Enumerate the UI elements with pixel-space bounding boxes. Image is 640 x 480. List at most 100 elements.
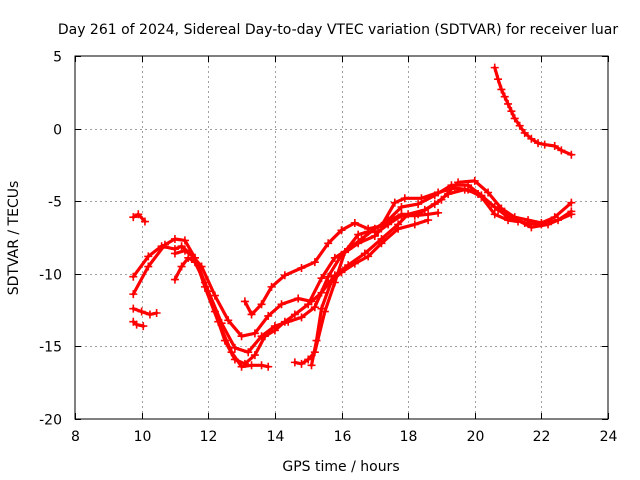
data-point — [140, 217, 149, 226]
data-point — [470, 176, 479, 185]
data-point — [257, 361, 266, 370]
data-point — [294, 294, 303, 303]
data-point — [264, 311, 273, 320]
data-point — [357, 234, 366, 243]
data-point — [312, 336, 321, 345]
data-point — [527, 223, 536, 232]
data-point — [290, 310, 299, 319]
data-point — [280, 271, 289, 280]
x-tick-label: 14 — [267, 429, 285, 445]
data-point — [544, 220, 553, 229]
data-point — [160, 240, 169, 249]
data-point — [129, 272, 138, 281]
data-point — [540, 140, 549, 149]
plot-frame — [74, 55, 609, 420]
data-point — [280, 317, 289, 326]
x-tick-label: 8 — [71, 429, 80, 445]
x-tick-label: 24 — [600, 429, 618, 445]
data-point — [430, 200, 439, 209]
axis-ticks — [75, 56, 609, 420]
series-arc-h — [243, 186, 520, 317]
data-point — [264, 362, 273, 371]
data-point — [477, 192, 486, 201]
x-tick-label: 16 — [334, 429, 352, 445]
data-point — [132, 320, 141, 329]
data-point — [170, 234, 179, 243]
data-point — [337, 226, 346, 235]
data-point — [494, 75, 503, 84]
data-point — [152, 309, 161, 318]
data-point — [267, 282, 276, 291]
data-point — [247, 310, 256, 319]
data-point — [514, 217, 523, 226]
data-point — [177, 242, 186, 251]
data-point — [450, 184, 459, 193]
data-point — [190, 258, 199, 267]
data-point — [250, 351, 259, 360]
x-axis-label: GPS time / hours — [282, 459, 399, 475]
data-point — [350, 259, 359, 268]
data-point — [180, 236, 189, 245]
data-point — [330, 253, 339, 262]
data-point — [434, 188, 443, 197]
data-point — [129, 290, 138, 299]
data-point — [180, 246, 189, 255]
data-point — [354, 230, 363, 239]
data-point — [490, 210, 499, 219]
data-point — [350, 218, 359, 227]
data-point — [297, 359, 306, 368]
data-point — [244, 348, 253, 357]
data-point — [520, 128, 529, 137]
data-point — [240, 297, 249, 306]
data-point — [317, 274, 326, 283]
data-point — [290, 358, 299, 367]
data-point — [327, 277, 336, 286]
data-point — [324, 272, 333, 281]
data-point — [384, 220, 393, 229]
y-axis-label: SDTVAR / TECUs — [6, 181, 22, 296]
data-point — [390, 198, 399, 207]
data-point — [129, 213, 138, 222]
data-point — [497, 85, 506, 94]
data-point — [304, 355, 313, 364]
data-point — [220, 336, 229, 345]
data-point — [370, 232, 379, 241]
data-point — [557, 146, 566, 155]
data-point — [504, 99, 513, 108]
data-point — [297, 263, 306, 272]
data-point — [177, 262, 186, 271]
data-point — [224, 316, 233, 325]
data-point — [270, 326, 279, 335]
y-tick-label: 0 — [53, 123, 62, 139]
data-point — [377, 239, 386, 248]
data-point — [500, 92, 509, 101]
data-point — [464, 185, 473, 194]
data-point — [310, 258, 319, 267]
data-point — [137, 307, 146, 316]
data-point — [297, 313, 306, 322]
data-point — [170, 275, 179, 284]
data-point — [414, 200, 423, 209]
data-point — [144, 252, 153, 261]
grid — [75, 56, 608, 419]
y-tick-label: -10 — [39, 268, 62, 284]
data-point — [129, 304, 138, 313]
data-point — [494, 205, 503, 214]
data-point — [170, 249, 179, 258]
series-arc-d — [131, 179, 574, 338]
data-point — [567, 210, 576, 219]
data-point — [567, 198, 576, 207]
x-tick-label: 18 — [400, 429, 418, 445]
data-point — [410, 220, 419, 229]
x-tick-label: 12 — [200, 429, 218, 445]
data-point — [400, 194, 409, 203]
data-point — [510, 114, 519, 123]
y-tick-labels: -20 -15 -10 -5 0 5 — [39, 50, 62, 429]
data-point — [250, 329, 259, 338]
data-point — [394, 224, 403, 233]
data-point — [374, 227, 383, 236]
data-point — [200, 278, 209, 287]
x-tick-label: 22 — [533, 429, 551, 445]
y-tick-label: -5 — [48, 195, 62, 211]
data-point — [310, 303, 319, 312]
